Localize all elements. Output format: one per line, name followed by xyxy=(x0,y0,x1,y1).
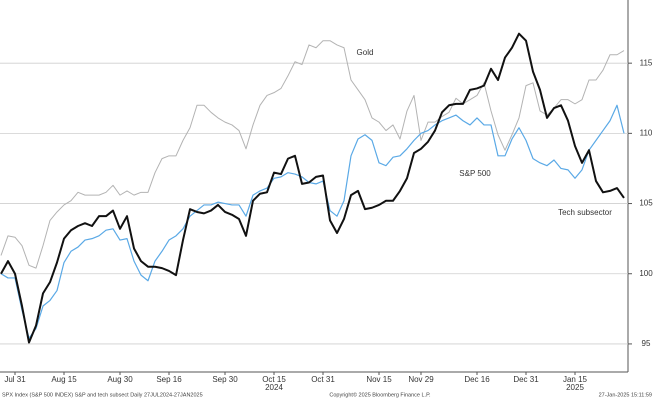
year-label: 2024 xyxy=(265,383,283,392)
x-tick-label: Jul 31 xyxy=(4,375,26,384)
footer-left: SPX Index (S&P 500 INDEX) S&P and tech s… xyxy=(2,392,203,398)
series-label: S&P 500 xyxy=(459,169,491,178)
x-tick-label: Oct 31 xyxy=(311,375,335,384)
x-tick-label: Aug 30 xyxy=(107,375,133,384)
x-tick-label: Dec 16 xyxy=(464,375,490,384)
x-tick-label: Nov 15 xyxy=(366,375,392,384)
y-tick-label: 105 xyxy=(639,199,653,208)
x-tick-label: Nov 29 xyxy=(408,375,434,384)
series-line xyxy=(0,32,625,344)
y-tick-label: 95 xyxy=(642,339,651,348)
series-label: Gold xyxy=(357,48,374,57)
series-label: Tech subsector xyxy=(558,208,612,217)
year-label: 2025 xyxy=(566,383,584,392)
footer-right: 27-Jan-2025 15:11:59 xyxy=(599,392,652,398)
series-line xyxy=(0,104,625,339)
x-tick-label: Oct 15 xyxy=(262,375,286,384)
x-tick-label: Sep 30 xyxy=(212,375,238,384)
y-tick-label: 115 xyxy=(640,58,653,67)
footer-center: Copyright© 2025 Bloomberg Finance L.P. xyxy=(329,391,431,398)
y-tick-label: 110 xyxy=(640,128,653,137)
x-tick-label: Dec 31 xyxy=(513,375,539,384)
series-line xyxy=(0,40,625,269)
x-tick-label: Jan 15 xyxy=(563,375,588,384)
x-tick-label: Sep 16 xyxy=(156,375,182,384)
y-tick-label: 100 xyxy=(639,269,653,278)
x-tick-label: Aug 15 xyxy=(51,375,77,384)
